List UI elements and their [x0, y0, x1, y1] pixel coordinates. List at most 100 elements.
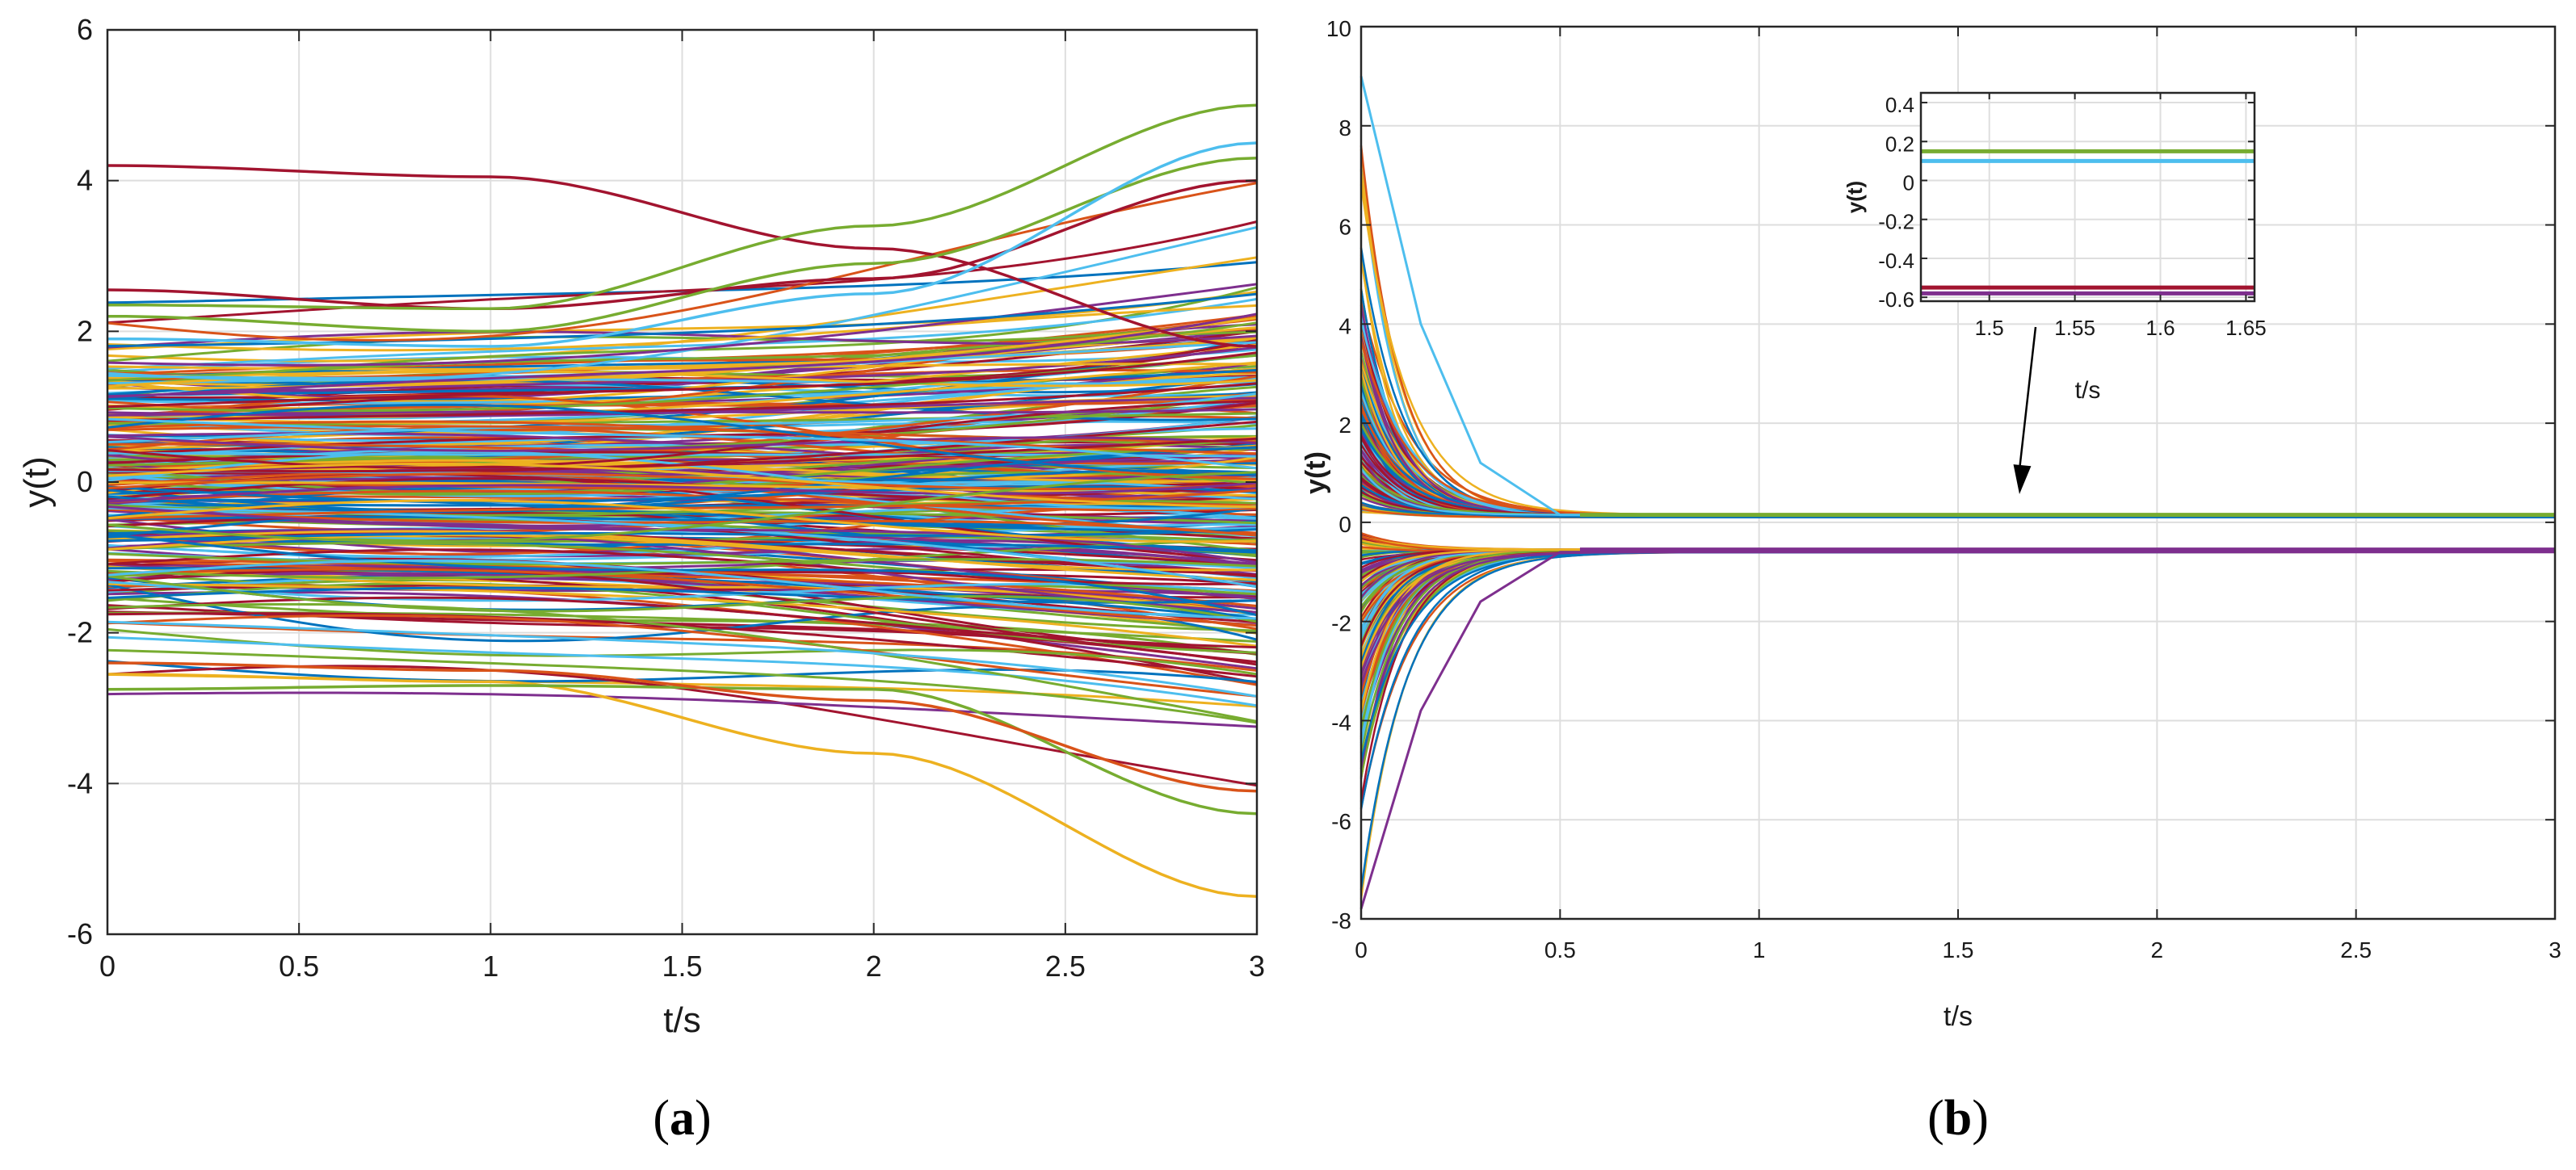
chart-a-series-line — [107, 452, 1258, 481]
chart-a-series-line — [107, 614, 1258, 698]
a-x-tick-label: 3 — [1249, 950, 1265, 983]
chart-b-ticks: 0 0.5 1 1.5 2 2.5 3 -8 -6 -4 -2 0 2 4 6 8 10 — [1326, 16, 2561, 962]
b-y-tick-label: 10 — [1326, 16, 1351, 41]
chart-b-inset-grid — [1921, 93, 2255, 301]
a-y-tick-label: 2 — [77, 314, 93, 347]
chart-a-series-line — [107, 635, 1258, 707]
inset-x-tick-label: 1.65 — [2225, 316, 2267, 340]
chart-a-series-line — [107, 535, 1258, 554]
a-x-tick-label: 0 — [99, 950, 116, 983]
chart-b-inset-series-group — [1921, 149, 2255, 296]
b-x-tick-label: 2 — [2151, 937, 2164, 962]
chart-a-highlight-series-line — [107, 164, 1258, 348]
b-y-tick-label: -4 — [1331, 710, 1351, 735]
chart-a-highlight-series-line — [107, 673, 1258, 899]
chart-a-series-line — [107, 586, 1258, 604]
chart-a-highlight-series-line — [107, 661, 1258, 793]
chart-a-series-line — [107, 620, 1258, 698]
a-x-tick-label: 0.5 — [279, 950, 319, 983]
chart-a-series-line — [107, 437, 1258, 473]
b-y-tick-label: 8 — [1338, 115, 1351, 140]
inset-x-tick-label: 1.5 — [1975, 316, 2004, 340]
chart-a-series-line — [107, 528, 1258, 543]
chart-b-inset-background — [1921, 93, 2255, 301]
chart-a-series-line — [107, 417, 1258, 470]
chart-a-series-line — [107, 489, 1258, 512]
chart-b-highlight-series-line — [1359, 551, 2555, 910]
inset-y-tick-label: 0 — [1903, 171, 1914, 195]
chart-a-series-line — [107, 370, 1258, 388]
chart-a-series-line — [107, 471, 1258, 543]
chart-a-highlight-series-line — [107, 156, 1258, 333]
chart-a-series-line — [107, 508, 1258, 537]
chart-a-series-line — [107, 691, 1258, 728]
chart-a-series-line — [107, 533, 1258, 617]
chart-a-series-line — [107, 481, 1258, 503]
chart-a-series-line — [107, 304, 1258, 352]
chart-a-series-line — [107, 602, 1258, 723]
chart-b-inset-ticks: 1.5 1.55 1.6 1.65 -0.6 -0.4 -0.2 0 0.2 0.4 — [1878, 93, 2267, 340]
chart-a-series-line — [107, 481, 1258, 497]
chart-a-highlight-series-line — [107, 103, 1258, 311]
chart-a-series-line — [107, 283, 1258, 367]
chart-a-series-line — [107, 317, 1258, 363]
chart-b-series-group — [1359, 76, 2556, 910]
chart-a-panel-label: (a) — [653, 1091, 711, 1146]
chart-a-series-line — [107, 408, 1258, 417]
b-x-tick-label: 1.5 — [1943, 937, 1974, 962]
chart-a-series-line — [107, 572, 1258, 627]
chart-b-panel-label: (b) — [1927, 1091, 1989, 1146]
a-x-tick-label: 2.5 — [1045, 950, 1086, 983]
b-y-tick-label: -8 — [1331, 908, 1351, 933]
b-x-tick-label: 0 — [1355, 937, 1368, 962]
inset-y-tick-label: 0.2 — [1885, 132, 1914, 156]
chart-a-highlight-series-line — [107, 178, 1258, 311]
chart-a-series-line — [107, 220, 1258, 325]
chart-a-series-group — [107, 103, 1258, 899]
chart-b-inset-x-axis-label: t/s — [2075, 377, 2101, 404]
inset-y-tick-label: -0.6 — [1878, 287, 1914, 312]
chart-a-series-line — [107, 182, 1258, 342]
chart-a-x-axis-label: t/s — [663, 1000, 700, 1040]
b-y-tick-label: 2 — [1338, 413, 1351, 438]
chart-a-panel-letter: a — [670, 1091, 695, 1146]
a-x-tick-label: 2 — [866, 950, 882, 983]
chart-a-series-line — [107, 533, 1258, 568]
chart-a-series-line — [107, 499, 1258, 543]
chart-a-series-line — [107, 559, 1258, 620]
inset-y-tick-label: -0.4 — [1878, 249, 1914, 273]
a-y-tick-label: -2 — [67, 616, 93, 649]
chart-a-series-line — [107, 648, 1258, 724]
chart-a-series-line — [107, 568, 1258, 627]
b-y-tick-label: 4 — [1338, 313, 1351, 338]
inset-y-tick-label: 0.4 — [1885, 93, 1914, 117]
chart-b-panel-letter: b — [1944, 1091, 1972, 1146]
chart-a-ticks: 0 0.5 1 1.5 2 2.5 3 -6 -4 -2 0 2 4 6 — [67, 13, 1265, 983]
chart-b-inset-frame — [1919, 91, 2256, 303]
b-y-tick-label: 6 — [1338, 215, 1351, 240]
chart-a-series-line — [107, 297, 1258, 370]
chart-a-highlight-series-line — [107, 141, 1258, 348]
b-x-tick-label: 1 — [1753, 937, 1766, 962]
chart-a-series-line — [107, 462, 1258, 509]
chart-a-series-line — [107, 505, 1258, 564]
chart-b-series-line — [1360, 484, 2556, 519]
chart-b-x-axis-label: t/s — [1944, 1001, 1973, 1032]
chart-a-y-axis-label: y(t) — [17, 456, 57, 508]
a-y-tick-label: -6 — [67, 917, 93, 950]
b-y-tick-label: 0 — [1338, 512, 1351, 537]
chart-a: 0 0.5 1 1.5 2 2.5 3 -6 -4 -2 0 2 4 6 t/s y(t) (a) — [17, 13, 1265, 1146]
chart-a-series-line — [107, 485, 1258, 503]
chart-a-series-line — [107, 435, 1258, 452]
chart-a-series-line — [107, 351, 1258, 409]
inset-x-tick-label: 1.6 — [2145, 316, 2175, 340]
chart-a-series-line — [107, 575, 1258, 623]
b-y-tick-label: -6 — [1331, 809, 1351, 834]
chart-a-series-line — [107, 363, 1258, 371]
chart-a-highlight-series-line — [107, 684, 1258, 816]
a-x-tick-label: 1.5 — [662, 950, 702, 983]
b-x-tick-label: 2.5 — [2340, 937, 2372, 962]
b-y-tick-label: -2 — [1331, 611, 1351, 636]
chart-a-series-line — [107, 530, 1258, 581]
